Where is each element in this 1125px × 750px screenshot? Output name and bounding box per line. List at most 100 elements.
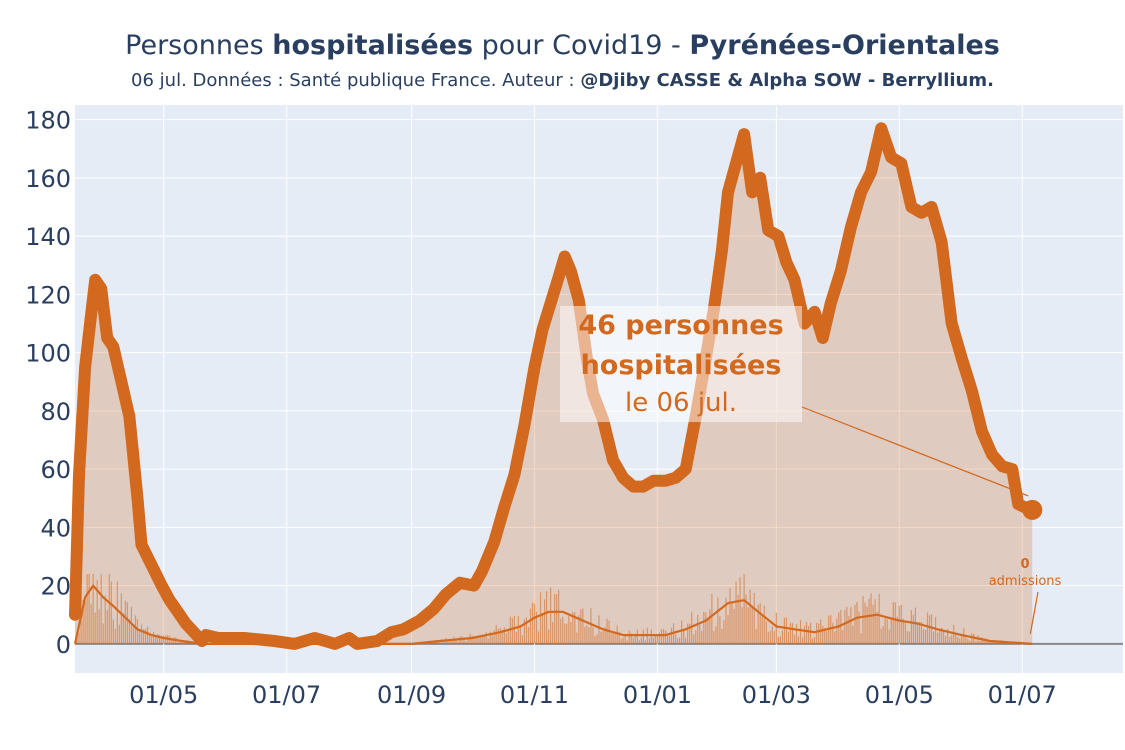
admission-bar: [727, 615, 729, 644]
admission-bar: [721, 628, 723, 644]
admission-bar: [856, 601, 858, 644]
admission-bar: [715, 626, 717, 644]
admission-bar: [812, 638, 814, 644]
admission-bar: [864, 602, 866, 644]
admission-bar: [689, 623, 691, 644]
admission-bar: [761, 616, 763, 644]
admission-bar: [850, 607, 852, 644]
admission-bar: [527, 627, 530, 644]
admission-bar: [481, 636, 483, 644]
x-axis-ticks: 01/05 01/07 01/09 01/11 01/01 01/03 01/05 01/07: [129, 681, 1057, 709]
annotation-line1: 46 personnes: [578, 310, 784, 341]
admission-bar: [719, 616, 721, 644]
admission-bar: [132, 626, 135, 644]
admission-bar: [475, 637, 477, 644]
admission-bar: [842, 629, 844, 644]
admission-bar: [515, 631, 517, 644]
admission-bar: [941, 627, 943, 644]
admission-bar: [499, 627, 501, 644]
admission-bar: [890, 617, 892, 644]
admission-bar: [767, 632, 769, 644]
admission-bar: [735, 581, 737, 644]
admission-bar: [493, 630, 495, 644]
admission-bar: [497, 628, 499, 644]
admission-bar: [447, 641, 449, 644]
admission-bar: [995, 641, 997, 644]
admission-bar: [822, 625, 824, 644]
admission-bar: [157, 633, 159, 644]
admission-bar: [596, 634, 598, 644]
admissions-line: [73, 584, 1033, 645]
annotation-arrow: [801, 406, 1029, 497]
admission-bar: [86, 573, 88, 644]
admission-bar: [945, 636, 947, 644]
admission-bar: [870, 593, 872, 644]
admission-bar: [795, 624, 798, 644]
admission-bar: [630, 633, 632, 644]
admission-bar: [443, 641, 445, 644]
title-part1: Personnes: [125, 30, 273, 61]
admission-bar: [926, 612, 929, 644]
admission-bar: [120, 593, 122, 644]
admission-bar: [953, 624, 955, 644]
admission-bar: [808, 625, 810, 644]
admission-bar: [949, 637, 951, 644]
admission-bar: [161, 636, 163, 644]
admission-bar: [991, 641, 993, 644]
admission-bar: [826, 631, 828, 644]
admission-bar: [560, 618, 562, 644]
admission-bar: [882, 625, 884, 644]
admission-bar: [765, 621, 767, 644]
admission-bar: [136, 619, 139, 644]
admission-bar: [685, 637, 687, 644]
chart-title: Personnes hospitalisées pour Covid19 - P…: [0, 30, 1125, 61]
y-tick-label: 180: [25, 107, 71, 135]
admission-bar: [697, 614, 699, 644]
admission-bar: [880, 628, 882, 644]
admission-bar: [993, 641, 995, 644]
y-tick-label: 60: [40, 456, 71, 484]
admission-bar: [463, 638, 465, 644]
admission-bar: [920, 622, 923, 644]
admission-bar: [674, 634, 677, 644]
admission-bar: [997, 642, 999, 644]
admission-bar: [824, 628, 826, 644]
admission-bar: [610, 633, 612, 644]
admission-bar: [519, 626, 521, 644]
admission-bar: [769, 630, 771, 644]
admission-bar: [852, 625, 854, 644]
last-value-annotation: 46 personnes hospitalisées le 06 jul.: [560, 306, 802, 422]
admission-bar: [785, 617, 788, 644]
admission-bar: [626, 640, 628, 644]
admission-bar: [148, 632, 151, 644]
admission-bar: [88, 573, 90, 644]
admission-bar: [570, 622, 572, 644]
x-tick-label: 01/05: [865, 681, 934, 709]
admission-bar: [608, 620, 610, 644]
admission-bar: [987, 641, 989, 644]
admission-bar: [433, 641, 435, 644]
admission-bar: [598, 615, 600, 644]
admission-bar: [878, 593, 880, 644]
admission-bar: [961, 635, 963, 644]
admission-bar: [939, 629, 941, 644]
admission-bar: [791, 623, 794, 644]
admission-bar: [554, 593, 556, 644]
admission-bar: [818, 623, 820, 644]
admission-bar: [816, 623, 818, 644]
admission-bar: [491, 635, 493, 644]
admission-bar: [144, 628, 147, 644]
admission-bar: [838, 612, 840, 644]
admission-bar: [723, 620, 725, 644]
admission-bar: [904, 621, 906, 644]
admission-bar: [650, 629, 652, 644]
admission-bar: [517, 615, 519, 644]
admission-bar: [668, 635, 671, 644]
admission-bar: [707, 619, 709, 644]
admission-bar: [550, 587, 552, 644]
y-tick-label: 160: [25, 165, 71, 193]
admission-bar: [701, 630, 703, 644]
admission-bar: [584, 626, 586, 644]
admission-bar: [102, 623, 104, 644]
